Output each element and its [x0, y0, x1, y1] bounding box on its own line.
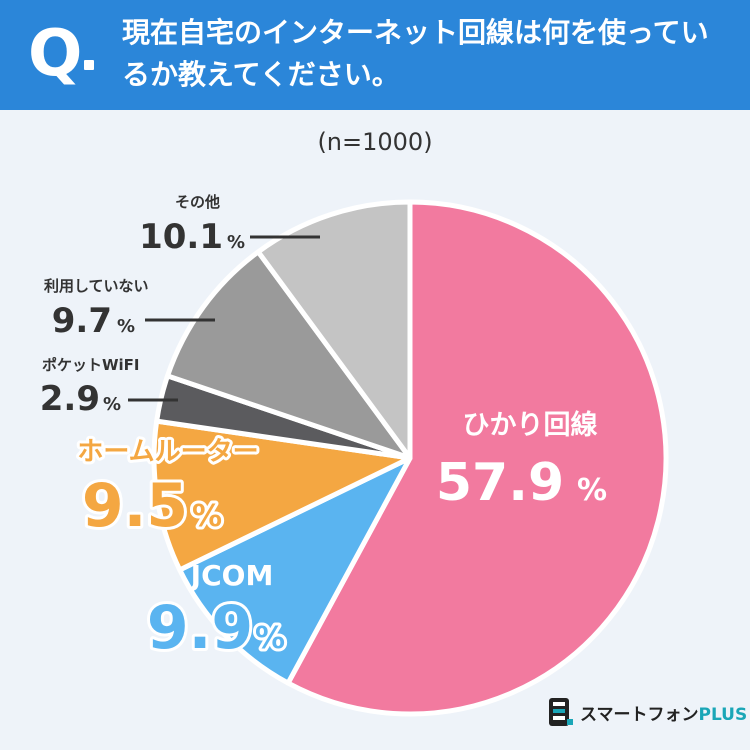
question-header: Q 現在自宅のインターネット回線は何を使っているか教えてください。	[0, 0, 750, 110]
brand-suffix: PLUS	[698, 704, 748, 725]
label-other-unit: %	[227, 232, 245, 253]
brand-name: スマートフォン	[580, 704, 699, 725]
label-not-using-value: 9.7	[52, 301, 112, 341]
label-hikari-unit: %	[577, 473, 607, 508]
question-text: 現在自宅のインターネット回線は何を使っているか教えてください。	[122, 16, 709, 91]
sample-size: (n=1000)	[317, 128, 433, 156]
label-hikari-category: ひかり回線	[463, 409, 598, 441]
label-jcom-category: JCOM	[189, 559, 274, 592]
label-other-category: その他	[175, 193, 220, 211]
slice-jcom	[177, 455, 413, 686]
q-dot-icon	[84, 60, 94, 70]
slice-home-router	[151, 418, 413, 573]
label-not-using-category: 利用していない	[44, 277, 149, 295]
label-hikari-value: 57.9	[436, 453, 564, 513]
slice-not-using	[165, 249, 413, 461]
label-jcom-unit: %	[255, 621, 285, 656]
brand-mark-icon	[548, 697, 574, 727]
label-other-value: 10.1	[139, 217, 223, 257]
q-icon: Q	[28, 17, 83, 91]
brand-logo: スマートフォンPLUS	[548, 694, 747, 730]
slice-other	[255, 199, 413, 461]
label-pocket-wifi-category: ポケットWiFI	[42, 356, 140, 374]
slice-hikari	[285, 199, 669, 717]
label-not-using-unit: %	[117, 316, 135, 337]
label-jcom-value: 9.9	[147, 593, 253, 663]
label-home-router-unit: %	[192, 499, 222, 534]
label-pocket-wifi-unit: %	[103, 394, 121, 415]
label-pocket-wifi-value: 2.9	[40, 379, 100, 419]
label-home-router-category: ホームルーター	[77, 437, 258, 467]
label-home-router-value: 9.5	[82, 471, 188, 541]
